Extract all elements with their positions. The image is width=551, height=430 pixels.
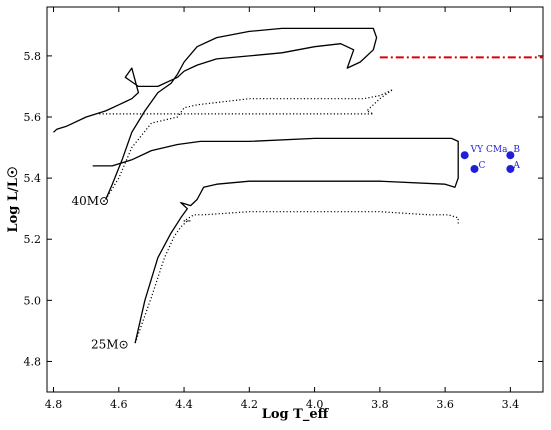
x-tick-label: 3.4 [502,398,520,411]
y-tick-label: 5.6 [24,111,42,124]
sun-symbol-dot [103,200,105,202]
x-tick-label: 4.6 [110,398,128,411]
x-tick-label: 3.6 [436,398,454,411]
y-tick-label: 5.4 [24,172,42,185]
series-line-dotted [134,211,459,344]
y-tick-label: 5.0 [24,294,42,307]
mass-annotation: 25M [91,338,119,352]
y-axis-label: Log L/L☉ [6,166,21,232]
star-point-label: C [478,161,485,171]
star-point-label: B [513,145,520,155]
star-point-label: VY CMa [470,145,508,155]
star-point [506,164,515,173]
star-point [470,164,479,173]
points-layer: VY CMa C BA [460,145,520,173]
x-axis-ticks: 4.8 4.6 4.4 4.2 4.0 3.8 3.6 3.4 [45,7,519,411]
x-tick-label: 4.0 [306,398,324,411]
x-tick-label: 4.2 [241,398,259,411]
series-line-dotted [99,88,394,200]
annotation-layer: 40M 25M [71,194,128,352]
y-tick-label: 5.2 [24,233,42,246]
series-line-solid [53,27,378,200]
y-tick-label: 5.8 [24,50,42,63]
sun-symbol-dot [122,343,125,346]
x-tick-label: 4.4 [175,398,193,411]
sun-symbol-icon [100,197,108,205]
mass-annotation: 40M [71,194,99,208]
star-point [460,151,469,160]
sun-symbol-icon [119,340,128,349]
y-tick-label: 4.8 [24,355,42,368]
star-point-label: A [512,161,520,171]
plot-frame [46,6,544,393]
series-line-solid [92,137,459,344]
x-axis-label: Log T_eff [262,407,330,422]
series-layer [53,27,543,344]
x-tick-label: 3.8 [371,398,389,411]
y-axis-ticks: 4.8 5.0 5.2 5.4 5.6 5.8 [24,50,543,368]
star-point [506,151,515,160]
x-tick-label: 4.8 [45,398,63,411]
